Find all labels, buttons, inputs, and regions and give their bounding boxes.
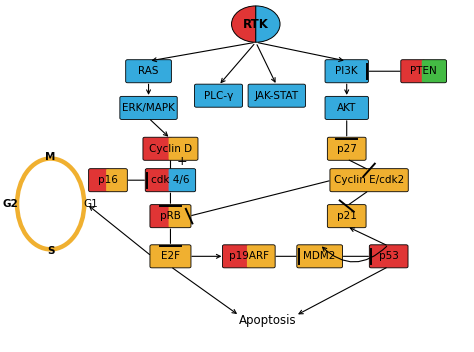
Wedge shape — [231, 6, 256, 42]
FancyBboxPatch shape — [325, 96, 368, 119]
Text: Cyclin E/cdk2: Cyclin E/cdk2 — [334, 175, 404, 185]
FancyBboxPatch shape — [150, 205, 173, 228]
Text: p27: p27 — [337, 144, 356, 154]
Text: Cyclin D: Cyclin D — [149, 144, 192, 154]
FancyBboxPatch shape — [248, 84, 305, 107]
Text: RAS: RAS — [138, 66, 159, 76]
FancyBboxPatch shape — [330, 169, 408, 192]
FancyBboxPatch shape — [143, 137, 173, 160]
Text: PI3K: PI3K — [336, 66, 358, 76]
FancyBboxPatch shape — [89, 169, 110, 192]
Text: p16: p16 — [98, 175, 118, 185]
Text: p53: p53 — [379, 251, 399, 261]
Text: MDM2: MDM2 — [303, 251, 336, 261]
FancyBboxPatch shape — [169, 137, 198, 160]
FancyBboxPatch shape — [247, 245, 275, 268]
FancyBboxPatch shape — [150, 245, 191, 268]
Text: pRB: pRB — [160, 211, 181, 221]
Text: M: M — [46, 152, 56, 162]
Text: PTEN: PTEN — [410, 66, 437, 76]
Text: JAK-STAT: JAK-STAT — [255, 91, 299, 101]
FancyBboxPatch shape — [328, 205, 366, 228]
Text: +: + — [177, 155, 187, 168]
FancyBboxPatch shape — [145, 169, 173, 192]
Text: G1: G1 — [83, 199, 98, 209]
Text: cdk 4/6: cdk 4/6 — [151, 175, 190, 185]
FancyBboxPatch shape — [106, 169, 128, 192]
FancyBboxPatch shape — [422, 60, 447, 83]
Text: p19ARF: p19ARF — [229, 251, 269, 261]
FancyBboxPatch shape — [194, 84, 243, 107]
Text: PLC-γ: PLC-γ — [204, 91, 233, 101]
Text: G2: G2 — [2, 199, 18, 209]
FancyBboxPatch shape — [169, 169, 196, 192]
Text: E2F: E2F — [161, 251, 180, 261]
Text: S: S — [47, 246, 55, 256]
Text: p21: p21 — [337, 211, 356, 221]
FancyBboxPatch shape — [120, 96, 177, 119]
FancyBboxPatch shape — [126, 60, 172, 83]
Text: ERK/MAPK: ERK/MAPK — [122, 103, 175, 113]
FancyBboxPatch shape — [401, 60, 426, 83]
Text: RTK: RTK — [243, 18, 269, 31]
FancyBboxPatch shape — [325, 60, 368, 83]
FancyBboxPatch shape — [328, 137, 366, 160]
Text: AKT: AKT — [337, 103, 356, 113]
FancyBboxPatch shape — [369, 245, 408, 268]
Wedge shape — [256, 6, 280, 42]
Text: Apoptosis: Apoptosis — [238, 314, 296, 327]
FancyBboxPatch shape — [297, 245, 343, 268]
FancyBboxPatch shape — [222, 245, 251, 268]
FancyBboxPatch shape — [169, 205, 191, 228]
